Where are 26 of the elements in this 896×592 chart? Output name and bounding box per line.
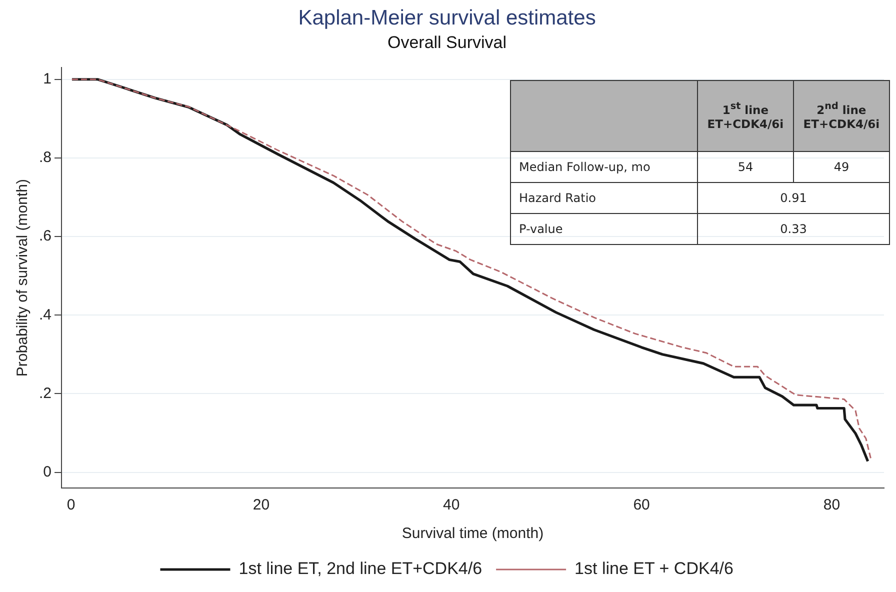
- x-axis-title: Survival time (month): [402, 525, 544, 542]
- chart-title: Kaplan-Meier survival estimates: [298, 6, 596, 30]
- y-tick-label: 0: [43, 463, 52, 480]
- annotation: Hazard Ratio: [510, 182, 698, 214]
- annotation: 49: [793, 152, 890, 182]
- annotation: 54: [698, 152, 794, 182]
- legend-label: 1st line ET, 2nd line ET+CDK4/6: [238, 559, 482, 578]
- y-tick-label: .4: [38, 306, 52, 324]
- annotation: P-value: [510, 214, 698, 244]
- x-tick-label: 20: [252, 496, 270, 514]
- x-tick-label: 0: [66, 496, 76, 514]
- annotation: 0.33: [698, 214, 890, 244]
- y-axis-title: Probability of survival (month): [14, 179, 32, 377]
- chart-subtitle: Overall Survival: [387, 33, 507, 52]
- y-tick-label: .8: [38, 149, 52, 166]
- annotation: 0.91: [698, 182, 890, 214]
- annotation: 1$^{st}$ line ET+CDK4/6i: [698, 80, 794, 152]
- y-tick-label: .6: [38, 228, 52, 245]
- x-tick-label: 80: [823, 496, 840, 514]
- x-tick-label: 60: [633, 496, 650, 514]
- x-tick-label: 40: [443, 496, 460, 514]
- annotation: 2$^{nd}$ line ET+CDK4/6i: [793, 80, 890, 152]
- annotation: Median Follow-up, mo: [510, 152, 698, 182]
- legend-label: 1st line ET + CDK4/6: [574, 559, 734, 578]
- y-tick-label: .2: [38, 384, 52, 402]
- y-tick-label: 1: [43, 70, 52, 88]
